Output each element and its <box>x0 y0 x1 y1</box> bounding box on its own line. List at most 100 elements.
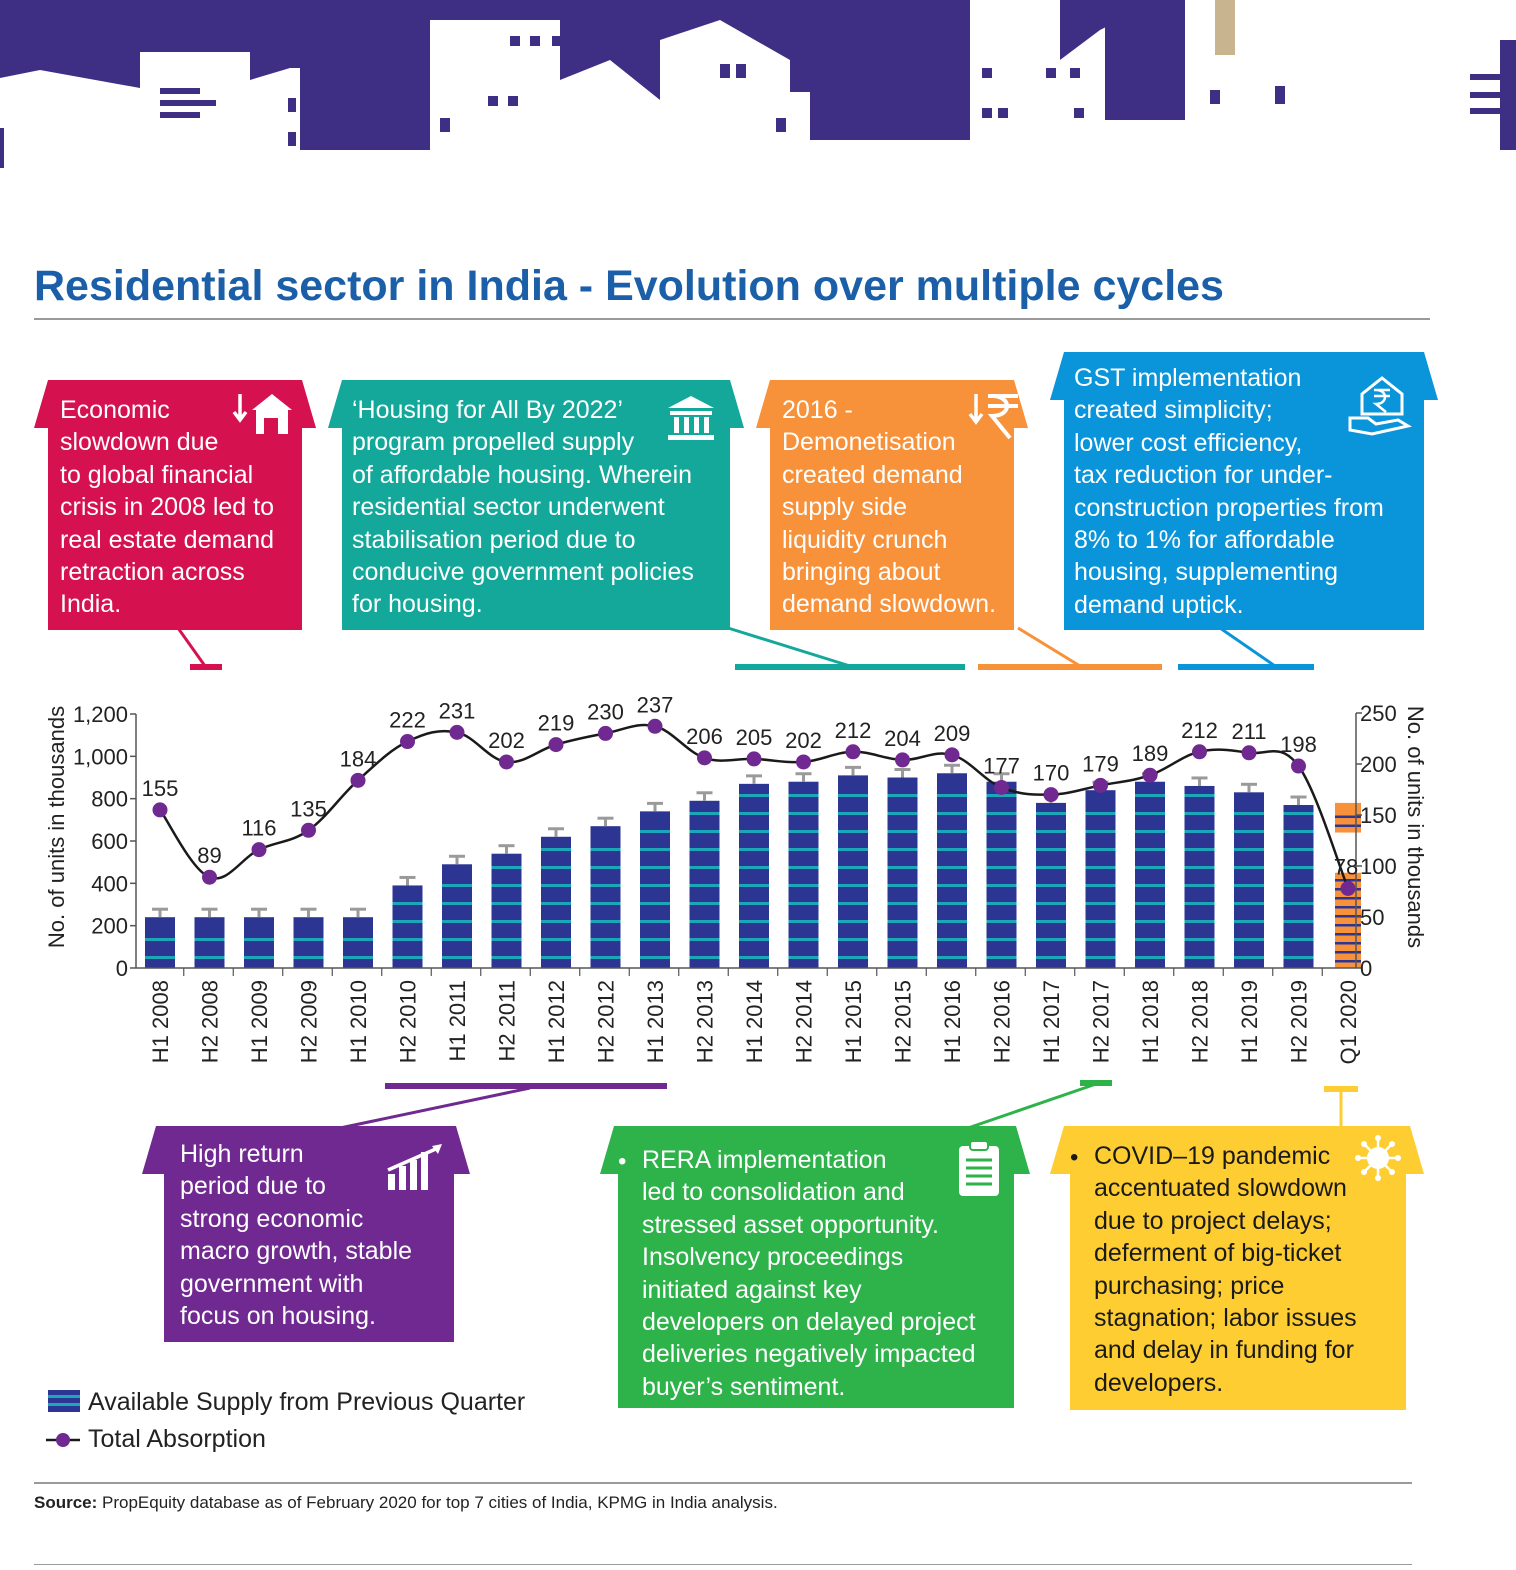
supply-bar-stripe <box>986 956 1017 959</box>
callout-gst-line: construction properties from <box>1074 493 1384 522</box>
absorption-data-label: 222 <box>389 708 426 733</box>
supply-bar-stripe <box>1283 812 1314 815</box>
absorption-point <box>994 779 1009 795</box>
demonetisation-connector <box>978 626 1162 670</box>
absorption-data-label: 237 <box>637 692 674 717</box>
supply-bar-body <box>194 917 225 968</box>
callout-high-return-line: period due to <box>180 1172 326 1201</box>
supply-bar-stripe <box>1335 897 1361 900</box>
supply-bar-stripe <box>491 956 522 959</box>
supply-bar-stripe <box>1234 848 1264 851</box>
callout-gst-line: lower cost efficiency, <box>1074 428 1303 457</box>
supply-bar <box>194 907 225 968</box>
supply-bar-stripe <box>689 938 720 941</box>
callout-rera-text: RERA implementation led to consolidation… <box>642 1144 1022 1403</box>
supply-bar-stripe <box>1283 830 1314 833</box>
supply-bar-stripe <box>937 956 967 959</box>
supply-bar-stripe <box>1234 956 1264 959</box>
rera-connector <box>967 1080 1112 1130</box>
supply-bar-stripe <box>887 956 918 959</box>
supply-bar-stripe <box>590 866 621 869</box>
supply-bar-body <box>491 853 522 968</box>
x-tick-label: H2 2010 <box>396 980 421 1063</box>
supply-bar-stripe <box>392 938 423 941</box>
supply-bar-stripe <box>838 920 868 923</box>
callout-housing-text: ‘Housing for All By 2022’ program propel… <box>352 394 742 621</box>
callout-economic-line: retraction across <box>60 558 245 587</box>
callout-demonetisation-line: Demonetisation <box>782 428 956 457</box>
supply-bar-stripe <box>887 794 918 797</box>
callout-housing-line: for housing. <box>352 590 483 619</box>
callout-economic-line: real estate demand <box>60 525 275 554</box>
x-tick-label: H1 2008 <box>148 980 173 1063</box>
supply-bar-stripe <box>640 866 670 869</box>
supply-bar-stripe <box>937 830 967 833</box>
rera-bullet: • <box>618 1148 627 1175</box>
absorption-data-label: 212 <box>1181 718 1218 743</box>
supply-bar-stripe <box>1335 906 1361 909</box>
x-tick-label: Q1 2020 <box>1336 980 1361 1064</box>
supply-bar-stripe <box>838 830 868 833</box>
callout-high-return-line: focus on housing. <box>180 1302 376 1331</box>
supply-bar-stripe <box>1234 884 1264 887</box>
supply-bar-stripe <box>1036 938 1066 941</box>
supply-bar-stripe <box>788 884 819 887</box>
supply-bar <box>442 854 472 968</box>
callout-housing-line: of affordable housing. Wherein <box>352 460 693 489</box>
callout-rera-line: developers on delayed project <box>642 1308 976 1337</box>
callout-housing-line: program propelled supply <box>352 428 635 457</box>
supply-bar <box>491 844 522 968</box>
absorption-data-label: 155 <box>142 776 179 801</box>
x-tick-label: H2 2014 <box>792 980 817 1063</box>
supply-bar-stripe <box>1234 866 1264 869</box>
supply-bar-body <box>244 917 274 968</box>
skyline-illustration <box>0 0 1516 230</box>
callout-high-return-line: High return <box>180 1140 304 1168</box>
supply-bar-stripe <box>739 920 769 923</box>
supply-bar-stripe <box>937 866 967 869</box>
supply-bar-stripe <box>491 920 522 923</box>
x-tick-label: H2 2013 <box>693 980 718 1063</box>
supply-bar-stripe <box>986 884 1017 887</box>
supply-bar-stripe <box>1135 884 1165 887</box>
callout-rera-line: initiated against key <box>642 1275 862 1304</box>
supply-bar-stripe <box>590 956 621 959</box>
y-tick-label-right: 0 <box>1360 956 1372 981</box>
absorption-data-label: 212 <box>835 718 872 743</box>
supply-bar-stripe <box>442 956 472 959</box>
supply-bar-stripe <box>739 794 769 797</box>
supply-bar-stripe <box>590 938 621 941</box>
supply-bar-stripe <box>1234 920 1264 923</box>
supply-bar-stripe <box>1135 812 1165 815</box>
absorption-data-label: 202 <box>785 728 822 753</box>
supply-bar-stripe <box>689 866 720 869</box>
supply-bar <box>1234 782 1264 968</box>
y-tick-label-right: 200 <box>1360 752 1397 777</box>
callout-covid-line: stagnation; labor issues <box>1094 1304 1357 1333</box>
callout-rera-line: stressed asset opportunity. <box>642 1210 939 1239</box>
supply-bar-body <box>937 773 967 968</box>
supply-bar-stripe <box>788 902 819 905</box>
callout-housing-line: residential sector underwent <box>352 493 665 522</box>
source-note: Source: PropEquity database as of Februa… <box>34 1493 778 1513</box>
x-tick-label: H1 2009 <box>247 980 272 1063</box>
supply-bar-stripe <box>689 920 720 923</box>
supply-bar-stripe <box>640 920 670 923</box>
supply-bar-stripe <box>739 830 769 833</box>
supply-bar-stripe <box>541 848 571 851</box>
y-tick-label-left: 0 <box>116 956 128 981</box>
supply-bar-stripe <box>788 866 819 869</box>
supply-bar-stripe <box>887 938 918 941</box>
supply-bar-stripe <box>1085 956 1116 959</box>
clipboard-icon <box>959 1140 999 1196</box>
supply-bar-stripe <box>1184 920 1215 923</box>
callout-gst: GST implementation created simplicity; l… <box>1050 352 1438 630</box>
supply-bar-stripe <box>887 884 918 887</box>
source-divider <box>34 1482 1412 1484</box>
supply-bar-stripe <box>442 938 472 941</box>
x-tick-label: H1 2016 <box>940 980 965 1063</box>
absorption-point <box>350 772 366 788</box>
supply-bar <box>244 907 274 968</box>
supply-bar-stripe <box>392 956 423 959</box>
x-tick-label: H2 2018 <box>1188 980 1213 1063</box>
